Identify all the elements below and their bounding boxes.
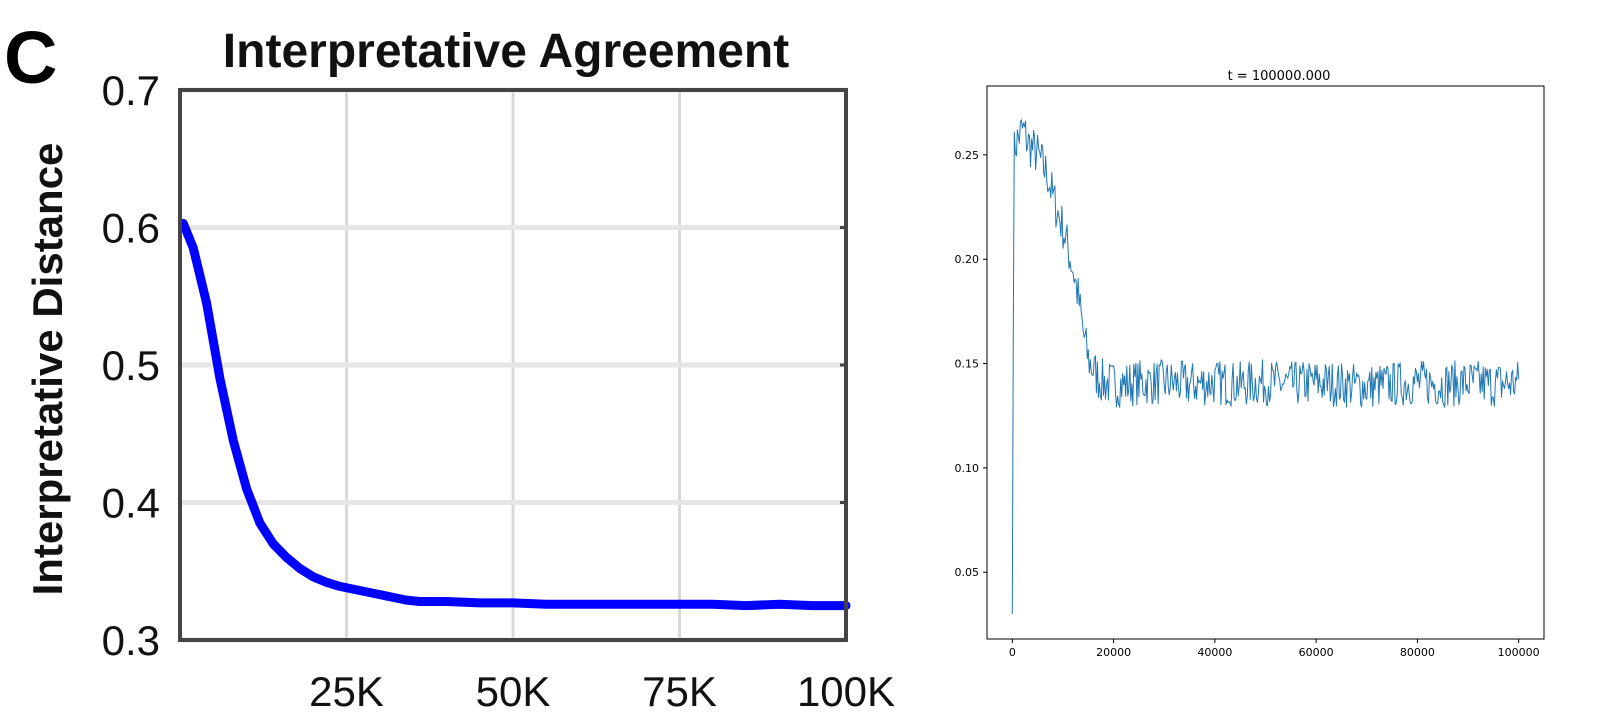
x-tick-label: 50K bbox=[476, 668, 551, 714]
x-tick-label: 20000 bbox=[1096, 646, 1131, 659]
y-tick-label: 0.6 bbox=[102, 205, 160, 252]
grid-lines bbox=[180, 87, 848, 643]
y-tick-labels: 0.05 0.10 0.15 0.20 0.25 bbox=[955, 149, 987, 579]
interpretative-agreement-chart: C Interpretative Agreement Interpretativ… bbox=[4, 16, 895, 714]
y-tick-label: 0.4 bbox=[102, 480, 160, 527]
y-tick-label: 0.5 bbox=[102, 342, 160, 389]
plot-frame bbox=[178, 88, 848, 642]
time-series-chart: t = 100000.000 0 20000 40000 60000 80000 1000… bbox=[955, 69, 1545, 659]
x-tick-label: 60000 bbox=[1299, 646, 1334, 659]
y-tick-label: 0.7 bbox=[102, 67, 160, 114]
y-tick-label: 0.3 bbox=[102, 617, 160, 664]
y-tick-label: 0.20 bbox=[955, 253, 980, 266]
y-tick-label: 0.25 bbox=[955, 149, 980, 162]
x-tick-labels: 25K 50K 75K 100K bbox=[309, 668, 895, 714]
y-axis-label: Interpretative Distance bbox=[24, 143, 71, 596]
series-line bbox=[1011, 119, 1520, 615]
x-tick-label: 75K bbox=[642, 668, 717, 714]
x-tick-label: 100000 bbox=[1498, 646, 1540, 659]
series-line bbox=[178, 218, 851, 611]
x-tick-label: 100K bbox=[797, 668, 895, 714]
y-tick-label: 0.15 bbox=[955, 358, 980, 371]
x-tick-labels: 0 20000 40000 60000 80000 100000 bbox=[1009, 639, 1540, 659]
chart-title: t = 100000.000 bbox=[1228, 69, 1331, 84]
plot-frame bbox=[986, 85, 1545, 640]
y-tick-label: 0.10 bbox=[955, 462, 980, 475]
y-tick-labels: 0.3 0.4 0.5 0.6 0.7 bbox=[102, 67, 160, 664]
data-lines bbox=[1011, 119, 1520, 615]
x-tick-label: 0 bbox=[1009, 646, 1016, 659]
chart-title: Interpretative Agreement bbox=[223, 25, 789, 78]
data-lines bbox=[178, 218, 851, 611]
x-tick-label: 25K bbox=[309, 668, 384, 714]
y-tick-label: 0.05 bbox=[955, 566, 980, 579]
panel-letter: C bbox=[4, 16, 57, 99]
x-tick-label: 80000 bbox=[1400, 646, 1435, 659]
x-tick-label: 40000 bbox=[1197, 646, 1232, 659]
